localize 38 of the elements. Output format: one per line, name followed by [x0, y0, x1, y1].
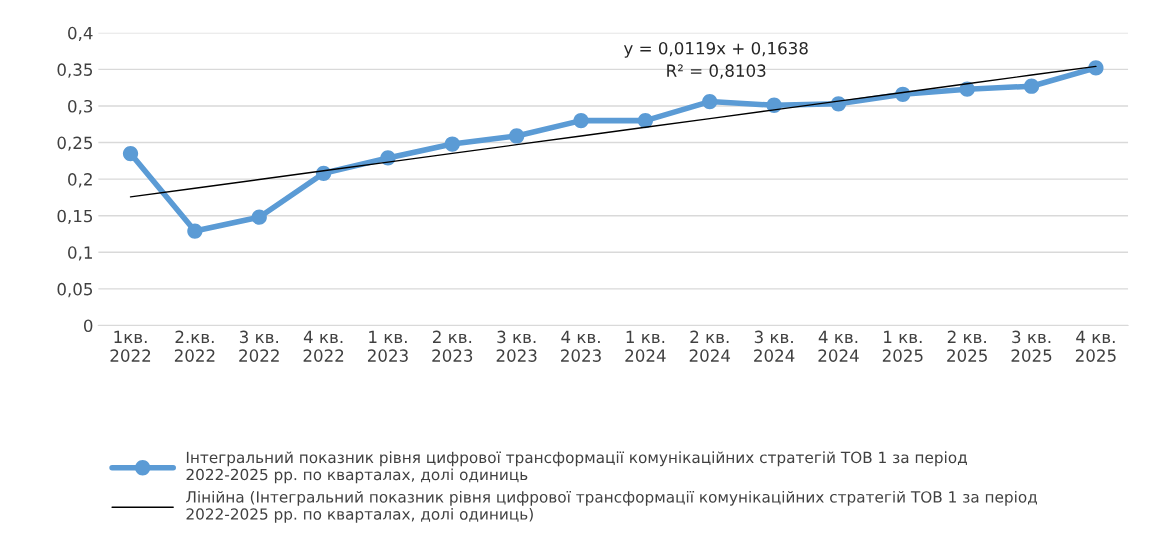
- x-tick-label: 2 кв. 2025: [947, 330, 987, 362]
- x-tick-label: 1 кв. 2025: [882, 330, 923, 362]
- y-tick-label: 0,3: [68, 99, 93, 115]
- x-tick-label: 4 кв. 2022: [303, 330, 344, 362]
- point: [122, 145, 139, 162]
- legend-label: Лінійна (Інтегральний показник рівня цифрової трансформації комунікаційних стратегій ТОВ 1 за період 2022-2025 рр. по кварталах, долі одиниць): [186, 490, 1037, 523]
- y-tick-label: 0,4: [68, 26, 93, 42]
- y-tick-label: 0: [83, 319, 93, 333]
- x-tick-label: 1 кв. 2024: [625, 330, 666, 362]
- point: [573, 112, 589, 129]
- x-tick-label: 3 кв. 2025: [1011, 330, 1052, 362]
- x-tick-label: 1кв. 2022: [110, 330, 151, 362]
- legend-label: Інтегральний показник рівня цифрової трансформації комунікаційних стратегій ТОВ 1 за період 2022-2025 рр. по кварталах, долі одиниць: [186, 451, 967, 484]
- x-tick-label: 3 кв. 2022: [239, 330, 279, 362]
- point: [702, 93, 718, 110]
- y-tick-label: 0,2: [68, 173, 92, 188]
- annotation: y = 0,0119x + 0,1638 R² = 0,8103: [623, 41, 808, 79]
- point: [509, 128, 525, 144]
- x-tick-label: 1 кв. 2023: [367, 330, 408, 362]
- point: [187, 223, 203, 239]
- point: [637, 112, 654, 129]
- point: [1088, 60, 1104, 76]
- point: [444, 136, 460, 152]
- x-tick-label: 2.кв. 2022: [174, 330, 215, 362]
- y-tick-label: 0,05: [57, 282, 93, 298]
- y-tick-label: 0,1: [68, 246, 92, 261]
- x-tick-label: 2 кв. 2024: [689, 330, 731, 362]
- x-tick-label: 4 кв. 2025: [1075, 330, 1116, 362]
- y-tick-label: 0,15: [57, 209, 93, 224]
- x-tick-label: 3 кв. 2024: [754, 330, 795, 362]
- y-tick-label: 0,25: [57, 136, 93, 151]
- x-tick-label: 2 кв. 2023: [432, 330, 473, 362]
- y-tick-label: 0,35: [57, 63, 93, 78]
- x-tick-label: 4 кв. 2023: [561, 330, 601, 362]
- point: [251, 209, 267, 225]
- x-tick-label: 4 кв. 2024: [818, 330, 859, 362]
- x-tick-label: 3 кв. 2023: [496, 330, 537, 362]
- point: [1023, 78, 1040, 94]
